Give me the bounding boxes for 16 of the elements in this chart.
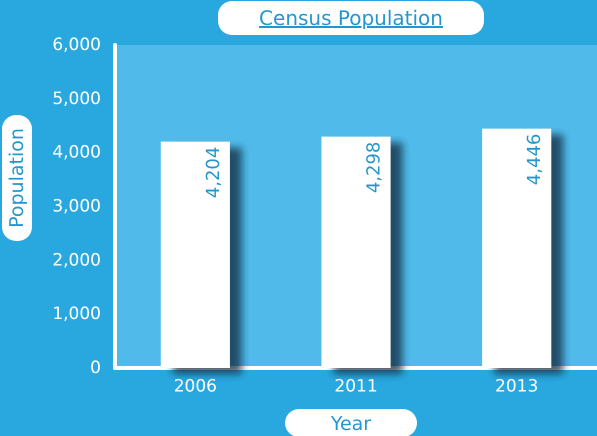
y-tick-label: 2,000 <box>52 250 101 270</box>
data-label: 4,446 <box>524 134 546 186</box>
x-tick-label: 2011 <box>334 376 378 396</box>
y-tick-label: 0 <box>90 358 101 378</box>
x-tick-label: 2013 <box>495 376 538 396</box>
y-axis-title: Population <box>2 115 32 241</box>
y-tick-label: 4,000 <box>52 142 101 163</box>
x-axis-title: Year <box>285 409 417 436</box>
data-label: 4,204 <box>202 146 224 198</box>
y-tick-label: 3,000 <box>52 196 101 216</box>
data-label: 4,298 <box>364 142 384 194</box>
x-tick-label: 2006 <box>174 376 217 396</box>
y-tick-label: 1,000 <box>52 304 101 324</box>
y-tick-label: 5,000 <box>52 88 101 109</box>
y-tick-label: 6,000 <box>52 35 101 55</box>
chart-title: Census Population <box>218 1 484 35</box>
